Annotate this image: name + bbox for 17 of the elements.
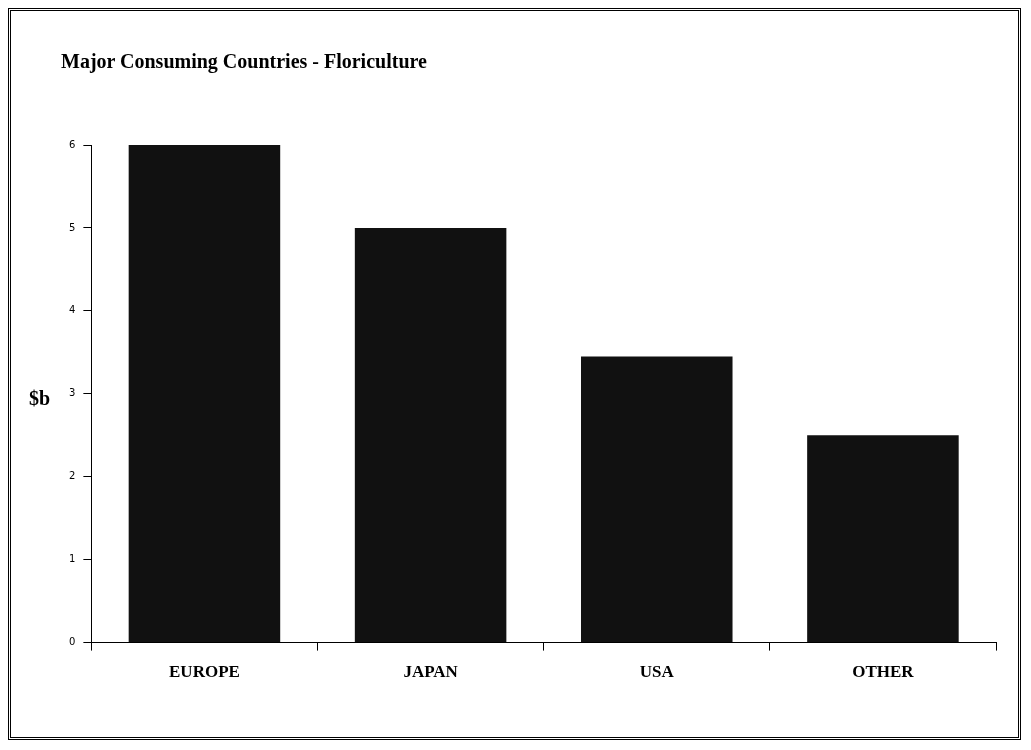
bar: [581, 356, 733, 643]
chart-title: Major Consuming Countries - Floriculture: [61, 50, 428, 74]
y-tick-label: 4: [68, 304, 76, 316]
x-tick-label: JAPAN: [403, 662, 459, 682]
x-tick-label: EUROPE: [169, 662, 240, 682]
y-tick-label: 6: [68, 138, 76, 150]
y-tick-label: 3: [68, 387, 76, 399]
y-tick-label: 2: [68, 470, 76, 482]
y-tick-label: 1: [68, 553, 76, 565]
x-tick-label: OTHER: [852, 662, 915, 682]
y-axis-title: $b: [29, 386, 51, 409]
bar: [128, 145, 281, 643]
bar: [354, 227, 507, 643]
x-tick-label: USA: [639, 662, 675, 682]
y-tick-label: 5: [68, 221, 76, 233]
bar: [807, 435, 959, 643]
y-tick-label: 0: [68, 636, 76, 648]
